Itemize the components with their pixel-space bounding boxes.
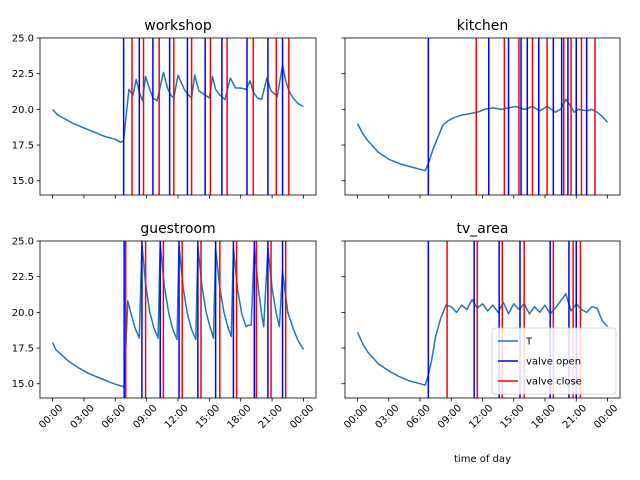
y-tick-label: 17.5	[12, 141, 34, 152]
x-tick-label: 15:00	[194, 403, 222, 431]
y-tick-label: 20.0	[12, 105, 34, 116]
x-tick-label: 00:00	[342, 403, 370, 431]
panel-kitchen: kitchen	[341, 18, 621, 199]
legend-box	[491, 327, 617, 395]
x-tick-label: 18:00	[530, 403, 558, 431]
x-tick-label: 03:00	[373, 403, 401, 431]
y-tick-label: 15.0	[12, 379, 34, 390]
y-tick-label: 17.5	[12, 344, 34, 355]
axes-frame	[344, 37, 621, 196]
y-tick-label: 15.0	[12, 176, 34, 187]
x-tick-label: 00:00	[592, 403, 620, 431]
x-tick-label: 00:00	[288, 403, 316, 431]
temperature-line	[51, 243, 305, 388]
x-tick-label: 21:00	[257, 403, 285, 431]
panel-title: workshop	[144, 18, 212, 34]
x-axis-label: time of day	[454, 454, 511, 465]
x-tick-label: 18:00	[225, 403, 253, 431]
y-tick-label: 22.5	[12, 272, 34, 283]
plot-area	[356, 38, 609, 195]
x-tick-label: 09:00	[436, 403, 464, 431]
plot-area	[51, 38, 304, 195]
y-tick-label: 25.0	[12, 34, 34, 45]
x-tick-label: 21:00	[561, 403, 589, 431]
y-tick-label: 22.5	[12, 69, 34, 80]
x-tick-label: 12:00	[467, 403, 495, 431]
x-tick-label: 03:00	[69, 403, 97, 431]
y-tick-label: 25.0	[12, 237, 34, 248]
panel-workshop: workshop 15.0 17.5 20.0 22.5 25.0	[12, 18, 317, 199]
temperature-line	[356, 98, 609, 172]
x-tick-label: 06:00	[100, 403, 128, 431]
x-tick-label: 12:00	[163, 403, 191, 431]
legend-label: valve close	[526, 377, 582, 388]
x-tick-label: 00:00	[37, 403, 65, 431]
panel-title: guestroom	[140, 221, 215, 237]
temperature-line	[51, 64, 304, 143]
x-tick-label: 09:00	[131, 403, 159, 431]
legend-label: T	[525, 337, 533, 348]
legend-label: valve open	[526, 357, 581, 368]
plot-area	[51, 241, 305, 398]
y-tick-label: 20.0	[12, 308, 34, 319]
panel-title: kitchen	[457, 18, 509, 34]
axes-frame	[39, 37, 317, 196]
x-tick-label: 06:00	[405, 403, 433, 431]
x-tick-label: 15:00	[498, 403, 526, 431]
panel-title: tv_area	[457, 221, 509, 237]
